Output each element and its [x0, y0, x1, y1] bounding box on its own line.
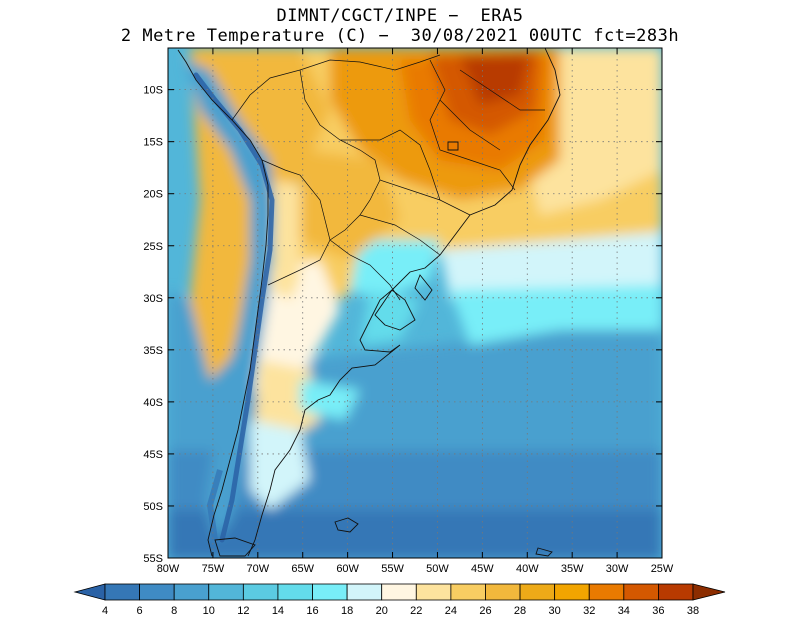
- colorbar-swatch: [312, 583, 348, 601]
- chart-title-line-2: 2 Metre Temperature (C) − 30/08/2021 00U…: [120, 26, 680, 46]
- atlantic-coastline: [247, 48, 561, 557]
- lon-label: 50W: [426, 563, 449, 575]
- lon-label: 65W: [291, 563, 314, 575]
- lat-lon-grid: [168, 48, 662, 558]
- colorbar-labels: 4 6 8 10 12 14 16 18 20 22 24 26 28 30 32 34 36 38: [102, 605, 699, 617]
- colorbar-label: 30: [549, 605, 561, 617]
- lon-label: 60W: [336, 563, 359, 575]
- colorbar-swatch: [208, 583, 244, 601]
- colorbar-label: 26: [479, 605, 491, 617]
- colorbar-swatch: [173, 583, 210, 601]
- colorbar-label: 34: [618, 605, 630, 617]
- lon-label: 75W: [202, 563, 225, 575]
- lon-label: 35W: [561, 563, 584, 575]
- colorbar-label: 24: [445, 605, 457, 617]
- colorbar-swatch: [450, 583, 486, 601]
- lat-label: 35S: [143, 345, 163, 357]
- colorbar-label: 12: [237, 605, 249, 617]
- colorbar-label: 18: [341, 605, 353, 617]
- colorbar-label: 16: [306, 605, 318, 617]
- colorbar-swatch: [415, 583, 452, 601]
- colorbar: [73, 583, 726, 601]
- chart-title-line-1: DIMNT/CGCT/INPE − ERA5: [276, 6, 524, 26]
- colorbar-label: 32: [583, 605, 595, 617]
- colorbar-label: 28: [514, 605, 526, 617]
- latitude-axis: 10S 15S 20S 25S 30S 35S 40S 45S 50S 55S: [143, 85, 662, 565]
- lat-label: 15S: [143, 137, 163, 149]
- lat-label: 10S: [143, 85, 163, 97]
- coastlines-and-borders: [177, 48, 561, 557]
- lat-label: 55S: [143, 553, 163, 565]
- lon-label: 55W: [381, 563, 404, 575]
- colorbar-swatch: [381, 583, 417, 601]
- colorbar-label: 36: [652, 605, 664, 617]
- colorbar-label: 8: [171, 605, 177, 617]
- lon-label: 25W: [651, 563, 674, 575]
- colorbar-swatch: [658, 583, 694, 601]
- colorbar-swatch: [623, 583, 659, 601]
- colorbar-label: 14: [272, 605, 284, 617]
- pacific-coastline: [177, 49, 269, 557]
- colorbar-swatch: [554, 583, 590, 601]
- lon-label: 45W: [471, 563, 494, 575]
- lat-label: 25S: [143, 241, 163, 253]
- colorbar-label: 22: [410, 605, 422, 617]
- colorbar-label: 6: [137, 605, 143, 617]
- colorbar-label: 38: [687, 605, 699, 617]
- colorbar-swatch: [346, 583, 383, 601]
- colorbar-label: 20: [376, 605, 388, 617]
- map-frame: [167, 47, 663, 559]
- longitude-axis: 80W 75W 70W 65W 60W 55W 50W 45W 40W 35W 30W 25W: [157, 48, 674, 575]
- lat-label: 50S: [143, 501, 163, 513]
- colorbar-arrow-left: [73, 583, 106, 601]
- colorbar-label: 4: [102, 605, 108, 617]
- lat-label: 20S: [143, 189, 163, 201]
- colorbar-arrow-right: [692, 583, 726, 601]
- colorbar-swatch: [485, 583, 521, 601]
- temperature-field: [168, 48, 662, 558]
- lon-label: 70W: [247, 563, 270, 575]
- lon-label: 80W: [157, 563, 180, 575]
- colorbar-label: 10: [203, 605, 215, 617]
- lat-label: 45S: [143, 449, 163, 461]
- colorbar-swatch: [277, 583, 313, 601]
- colorbar-swatch: [139, 583, 175, 601]
- colorbar-swatch: [519, 583, 556, 601]
- national-borders: [231, 54, 545, 301]
- lat-label: 30S: [143, 293, 163, 305]
- colorbar-swatch: [104, 583, 140, 601]
- lat-label: 40S: [143, 397, 163, 409]
- lon-label: 30W: [606, 563, 629, 575]
- colorbar-swatch: [588, 583, 625, 601]
- lon-label: 40W: [516, 563, 539, 575]
- colorbar-swatch: [242, 583, 279, 601]
